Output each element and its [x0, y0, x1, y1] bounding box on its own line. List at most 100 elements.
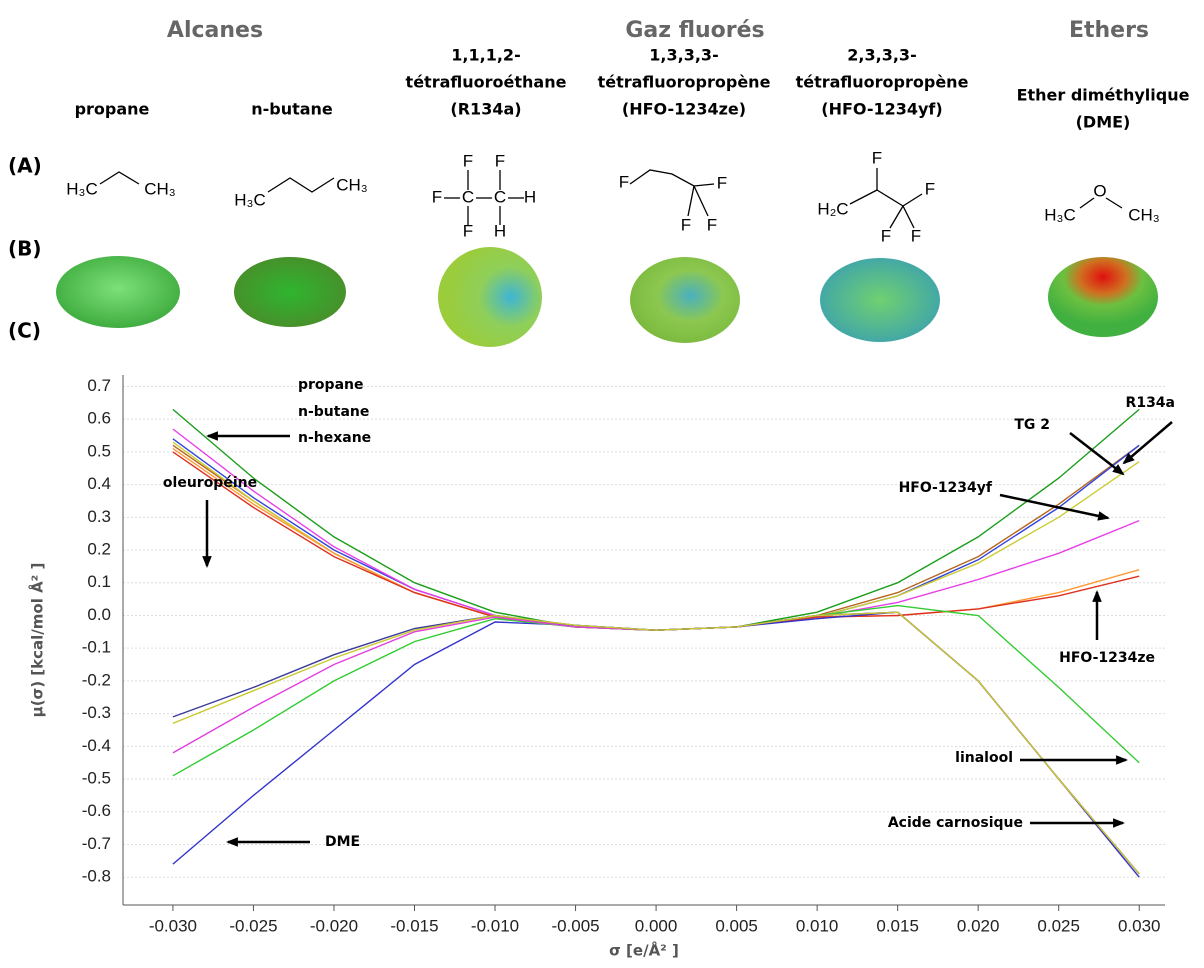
surface: [56, 256, 180, 328]
y-axis-label: μ(σ) [kcal/mol Å² ]: [28, 563, 47, 718]
annotation: oleuropéine: [163, 475, 257, 491]
atom-label: CH₃: [1128, 205, 1159, 224]
y-tick-label: 0.6: [87, 409, 111, 428]
molecule-name: 1,1,1,2-: [451, 46, 520, 65]
arrow-head: [202, 556, 212, 568]
annotation: HFO-1234yf: [899, 480, 993, 496]
panel-label: (B): [8, 237, 42, 261]
y-tick-label: 0.4: [87, 474, 111, 493]
molecule-name: (R134a): [450, 100, 521, 119]
arrow-head: [1112, 464, 1125, 476]
y-tick-label: 0.7: [87, 376, 111, 395]
series-line: [172, 451, 1140, 631]
atom-label: H: [524, 187, 536, 206]
arrow-head: [206, 431, 218, 441]
molecule-name: tétrafluoroéthane: [406, 73, 567, 92]
arrow-head: [1097, 511, 1110, 521]
annotation: R134a: [1126, 395, 1175, 411]
annotation: TG 2: [1014, 417, 1050, 433]
bonds: [99, 168, 1123, 229]
surface: [1048, 257, 1158, 337]
y-tick-label: 0.5: [87, 441, 111, 460]
atom-label: F: [463, 221, 473, 240]
arrow: [999, 493, 1109, 520]
atom-label: F: [717, 173, 727, 192]
y-tick-label: 0.2: [87, 540, 111, 559]
surface: [234, 257, 346, 327]
y-tick-label: -0.3: [82, 703, 111, 722]
atom-label: F: [432, 187, 442, 206]
atom-label: H₃C: [1044, 205, 1075, 224]
series-line: [172, 611, 1140, 875]
molecule-name: propane: [75, 100, 150, 119]
molecule-name: tétrafluoropropène: [598, 73, 771, 92]
series-line: [172, 428, 1140, 631]
annotation: n-hexane: [298, 430, 371, 446]
y-tick-label: 0.0: [87, 605, 111, 624]
x-tick-label: 0.015: [876, 916, 919, 935]
y-tick-label: -0.6: [82, 801, 111, 820]
molecule-name: 2,3,3,3-: [847, 46, 916, 65]
arrow: [1069, 432, 1124, 475]
arrow-head: [1113, 818, 1125, 828]
y-tick-label: -0.4: [82, 736, 111, 755]
y-tick-label: 0.1: [87, 572, 111, 591]
annotation: linalool: [955, 750, 1013, 766]
atom-label: CH₃: [336, 175, 367, 194]
atom-label: F: [872, 148, 882, 167]
atom-label: F: [881, 226, 891, 245]
y-tick-label: -0.1: [82, 638, 111, 657]
series-line: [172, 444, 1140, 631]
atom-label: F: [925, 179, 935, 198]
group-title: Ethers: [1069, 18, 1149, 43]
x-tick-label: -0.020: [310, 916, 358, 935]
annotation: n-butane: [298, 404, 369, 420]
x-tick-label: -0.005: [551, 916, 599, 935]
arrow-head: [226, 837, 238, 847]
atom-label: F: [911, 226, 921, 245]
molecule-name: (HFO-1234ze): [622, 100, 746, 119]
annotation: propane: [298, 377, 363, 393]
surfaces: [56, 247, 1158, 347]
x-tick-label: 0.010: [796, 916, 839, 935]
panel-label: (A): [8, 154, 42, 178]
molecule-name: n-butane: [251, 100, 333, 119]
y-tick-label: -0.7: [82, 834, 111, 853]
molecule-name: 1,3,3,3-: [649, 46, 718, 65]
arrow: [1123, 421, 1173, 464]
arrow-head: [1092, 590, 1102, 602]
group-title: Alcanes: [167, 18, 263, 43]
atom-label: O: [1093, 181, 1106, 200]
molecule-name: (HFO-1234yf): [821, 100, 942, 119]
panel-label: (C): [8, 319, 41, 343]
surface: [820, 258, 940, 342]
molecule-name: (DME): [1076, 113, 1131, 132]
annotation: DME: [325, 834, 360, 850]
x-tick-label: 0.025: [1037, 916, 1080, 935]
x-tick-label: 0.030: [1118, 916, 1161, 935]
arrow-head: [1116, 755, 1128, 765]
y-tick-label: -0.8: [82, 867, 111, 886]
molecule-name: Ether diméthylique: [1017, 86, 1190, 105]
x-tick-label: -0.015: [390, 916, 438, 935]
atom-label: H₂C: [817, 199, 848, 218]
x-tick-label: 0.020: [957, 916, 1000, 935]
x-tick-label: -0.010: [471, 916, 519, 935]
series-line: [172, 438, 1140, 631]
x-tick-label: -0.030: [149, 916, 197, 935]
atom-label: C: [462, 187, 474, 206]
annotation: HFO-1234ze: [1059, 650, 1155, 666]
y-tick-label: -0.5: [82, 769, 111, 788]
atom-label: H₃C: [66, 179, 97, 198]
x-tick-label: -0.025: [229, 916, 277, 935]
atom-label: H: [494, 221, 506, 240]
y-tick-label: 0.3: [87, 507, 111, 526]
surface: [438, 247, 542, 347]
atom-label: CH₃: [144, 179, 175, 198]
x-tick-label: 0.005: [715, 916, 758, 935]
atom-label: H₃C: [234, 190, 265, 209]
atom-label: C: [494, 187, 506, 206]
annotation: Acide carnosique: [888, 815, 1023, 831]
molecule-name: tétrafluoropropène: [796, 73, 969, 92]
